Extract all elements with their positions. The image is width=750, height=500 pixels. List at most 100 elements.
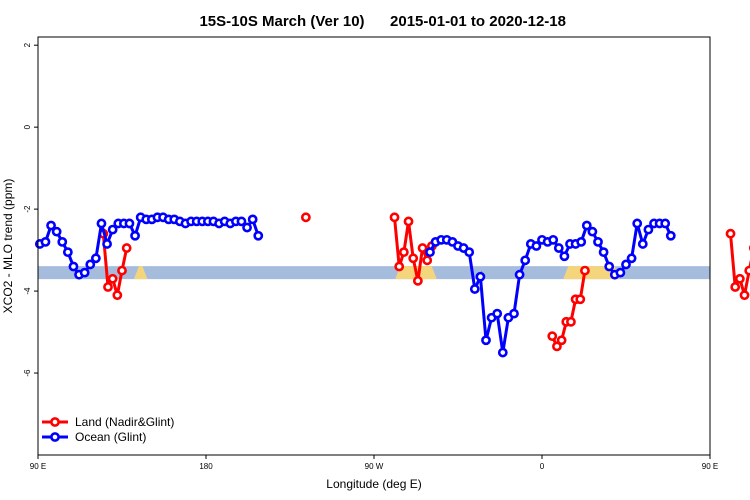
data-point: [247, 214, 258, 225]
data-point: [107, 273, 118, 284]
data-point: [68, 261, 79, 272]
data-point: [514, 269, 525, 280]
data-point: [389, 212, 400, 223]
data-point: [531, 241, 542, 251]
data-point: [734, 273, 745, 284]
y-tick-label: 0: [23, 124, 32, 129]
y-tick-label: -4: [23, 287, 32, 295]
plot-frame: [37, 36, 711, 456]
data-point: [581, 220, 592, 231]
data-point: [403, 216, 414, 227]
legend: Land (Nadir&Glint)Ocean (Glint): [42, 415, 174, 444]
data-point: [744, 265, 750, 276]
y-tick-label: 2: [23, 42, 32, 47]
data-point: [509, 308, 519, 319]
data-point: [408, 253, 419, 264]
data-point: [575, 294, 586, 305]
series-layer: [34, 212, 750, 358]
data-point: [566, 316, 576, 327]
data-point: [422, 255, 433, 266]
data-point: [417, 243, 428, 253]
data-point: [621, 259, 631, 270]
x-tick-label: 180: [199, 462, 213, 471]
data-point: [553, 243, 564, 253]
data-point: [492, 308, 503, 319]
data-point: [547, 331, 558, 342]
legend-label-land: Land (Nadir&Glint): [75, 415, 174, 429]
y-axis-label: XCO2 - MLO trend (ppm): [1, 179, 15, 314]
ocean-band: [38, 266, 710, 280]
data-point: [725, 228, 736, 239]
data-point: [632, 218, 643, 229]
x-tick-label: 90 E: [702, 462, 718, 471]
data-point: [57, 237, 68, 247]
land-band-segment: [133, 266, 148, 280]
data-point: [469, 284, 480, 294]
data-point: [520, 255, 531, 266]
data-point: [637, 239, 648, 249]
data-point: [665, 230, 676, 241]
data-point: [40, 237, 51, 247]
data-point: [107, 224, 118, 235]
x-axis-label: Longitude (deg E): [326, 477, 421, 491]
data-point: [102, 239, 112, 249]
data-point: [604, 261, 615, 272]
data-point: [96, 218, 107, 229]
data-point: [580, 265, 590, 276]
data-point: [85, 259, 96, 270]
data-point: [236, 216, 247, 227]
data-point: [587, 226, 598, 237]
data-point: [398, 247, 409, 258]
data-point: [481, 335, 491, 346]
reference-band: [38, 266, 710, 280]
y-axis: 2 0 -2 -4 -6: [23, 42, 38, 377]
data-point: [412, 275, 423, 286]
data-point: [475, 271, 486, 282]
series-ocean: [34, 212, 676, 358]
y-tick-label: -2: [23, 205, 32, 213]
data-point: [112, 290, 123, 301]
data-point: [497, 347, 508, 358]
legend-label-ocean: Ocean (Glint): [75, 430, 146, 444]
legend-marker-ocean: [50, 432, 60, 442]
data-point: [124, 218, 135, 229]
legend-marker-land: [50, 417, 60, 427]
x-tick-label: 0: [540, 462, 545, 471]
data-point: [130, 230, 140, 241]
data-point: [62, 247, 73, 258]
data-point: [242, 222, 252, 233]
data-point: [593, 237, 603, 247]
x-tick-label: 90 W: [365, 462, 384, 471]
data-point: [660, 218, 671, 229]
data-point: [46, 220, 56, 231]
data-point: [730, 282, 741, 292]
data-point: [556, 335, 567, 346]
y-tick-label: -6: [23, 369, 32, 377]
data-point: [117, 265, 127, 276]
data-point: [300, 212, 311, 223]
chart-title: 15S-10S March (Ver 10): [199, 13, 364, 30]
chart-date-range: 2015-01-01 to 2020-12-18: [390, 13, 566, 30]
data-point: [464, 247, 475, 258]
series-line: [550, 270, 587, 350]
data-point: [394, 261, 405, 272]
data-point: [615, 267, 626, 278]
data-point: [79, 267, 90, 278]
data-point: [425, 247, 435, 258]
data-point: [576, 237, 587, 247]
data-point: [103, 282, 113, 292]
data-point: [598, 247, 609, 258]
data-point: [739, 290, 750, 301]
data-point: [90, 253, 101, 264]
data-point: [121, 243, 132, 253]
data-point: [559, 251, 570, 262]
data-point: [253, 230, 264, 241]
data-point: [626, 253, 637, 264]
x-tick-label: 90 E: [30, 462, 46, 471]
data-point: [548, 234, 559, 245]
data-point: [552, 341, 562, 352]
data-point: [51, 226, 62, 237]
series-land: [98, 212, 750, 352]
